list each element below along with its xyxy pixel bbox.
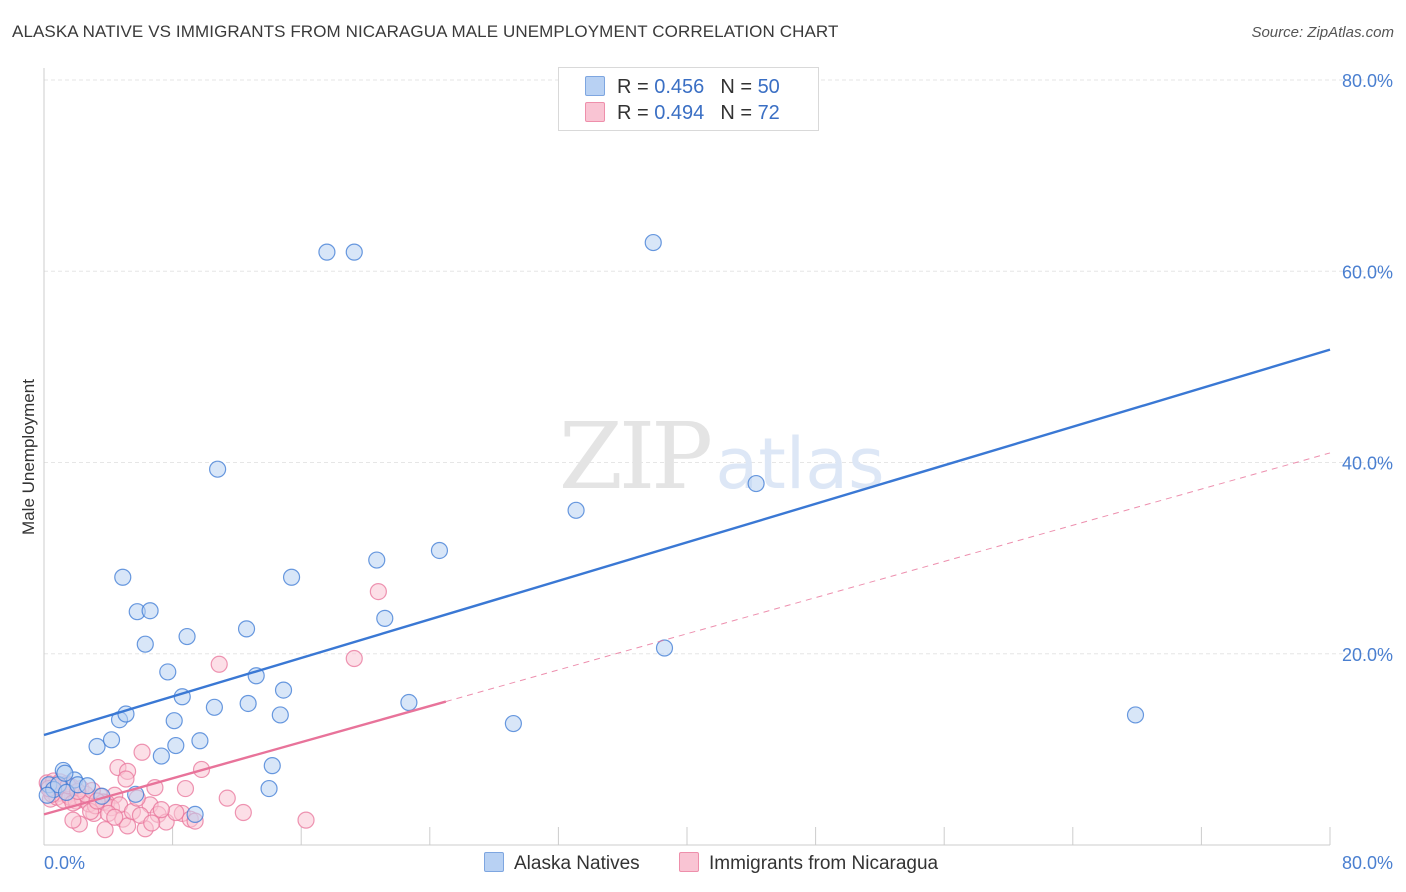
gridlines (44, 79, 1390, 655)
trend-line (43, 348, 1331, 737)
axes (43, 68, 1331, 846)
bottom-legend-swatch-pink-icon (679, 852, 699, 872)
bottom-legend-immigrants-from-nicaragua: Immigrants from Nicaragua (679, 852, 938, 875)
y-tick-label: 40.0% (1342, 454, 1393, 474)
data-point (205, 698, 223, 716)
data-point (504, 714, 522, 733)
data-point (400, 693, 418, 712)
data-point (152, 747, 170, 765)
data-point (136, 635, 154, 653)
data-point (345, 649, 363, 668)
data-point (369, 582, 387, 601)
legend-n-value: 50 (757, 76, 780, 98)
chart-title: ALASKA NATIVE VS IMMIGRANTS FROM NICARAG… (12, 22, 839, 41)
legend-row-alaska-natives: R = 0.456 N = 50 (585, 76, 780, 102)
legend-n-label: N = (720, 102, 752, 124)
legend-n-label: N = (720, 76, 752, 98)
watermark-atlas: atlas (715, 423, 884, 505)
data-point (1126, 706, 1145, 724)
data-point (210, 655, 228, 673)
legend-r-value: 0.494 (654, 102, 705, 124)
data-point (133, 743, 151, 761)
correlation-legend: R = 0.456 N = 50 R = 0.494 N = 72 (558, 67, 819, 131)
bottom-legend-label: Immigrants from Nicaragua (709, 853, 939, 874)
data-point (178, 627, 196, 646)
data-point (297, 811, 315, 829)
trend-line (43, 700, 447, 816)
legend-r-label: R = (617, 76, 649, 98)
data-point (78, 777, 97, 795)
data-point (430, 541, 449, 560)
tick-labels: 20.0% 40.0% 60.0% 80.0% 0.0% 80.0% (44, 71, 1393, 873)
data-point (159, 663, 177, 681)
data-point (274, 681, 293, 699)
data-point (143, 814, 161, 832)
data-point (38, 786, 56, 804)
data-point (186, 805, 204, 824)
x-tick-label: 0.0% (44, 853, 85, 873)
data-point (747, 474, 765, 493)
data-point (368, 551, 386, 569)
data-point (176, 779, 195, 798)
legend-row-immigrants-from-nicaragua: R = 0.494 N = 72 (585, 102, 780, 128)
legend-swatch-blue-icon (585, 76, 605, 96)
data-point (376, 609, 394, 627)
data-point (567, 501, 585, 519)
data-point (644, 233, 662, 252)
data-point (239, 694, 257, 713)
data-point (271, 706, 289, 724)
data-point (102, 731, 121, 749)
y-axis-label: Male Unemployment (19, 379, 38, 535)
data-point (141, 602, 159, 620)
data-point (237, 620, 256, 638)
legend-n-value: 72 (757, 102, 780, 124)
data-point (106, 808, 124, 826)
bottom-legend-label: Alaska Natives (514, 853, 640, 874)
watermark-zip: ZIP (559, 403, 710, 510)
data-point (117, 770, 135, 788)
data-point (165, 712, 183, 730)
watermark: ZIP atlas (559, 403, 885, 510)
legend-swatch-pink-icon (585, 102, 605, 122)
data-point (152, 801, 170, 819)
data-point (167, 803, 185, 822)
data-point (167, 736, 185, 755)
y-tick-label: 80.0% (1342, 71, 1393, 91)
chart-source: Source: ZipAtlas.com (1251, 24, 1394, 41)
data-point (318, 243, 336, 261)
data-point (345, 243, 363, 261)
bottom-legend-alaska-natives: Alaska Natives (484, 852, 640, 875)
bottom-legend-swatch-blue-icon (484, 852, 504, 872)
x-tick-label: 80.0% (1342, 853, 1393, 873)
y-tick-label: 60.0% (1342, 262, 1393, 282)
data-point (260, 779, 278, 798)
data-point (209, 460, 227, 478)
legend-r-value: 0.456 (654, 76, 705, 98)
trend-lines (43, 348, 1331, 816)
data-point (263, 757, 281, 775)
legend-r-label: R = (617, 102, 649, 124)
series-alaska-natives (38, 233, 1145, 824)
data-point (96, 821, 114, 839)
data-point (114, 568, 132, 586)
y-tick-label: 20.0% (1342, 645, 1393, 665)
data-point (282, 568, 301, 586)
data-point (88, 737, 106, 756)
data-point (218, 789, 236, 807)
data-point (64, 811, 82, 829)
data-point (191, 732, 209, 750)
data-point (56, 764, 74, 782)
data-point (655, 639, 674, 657)
data-point (234, 803, 252, 822)
